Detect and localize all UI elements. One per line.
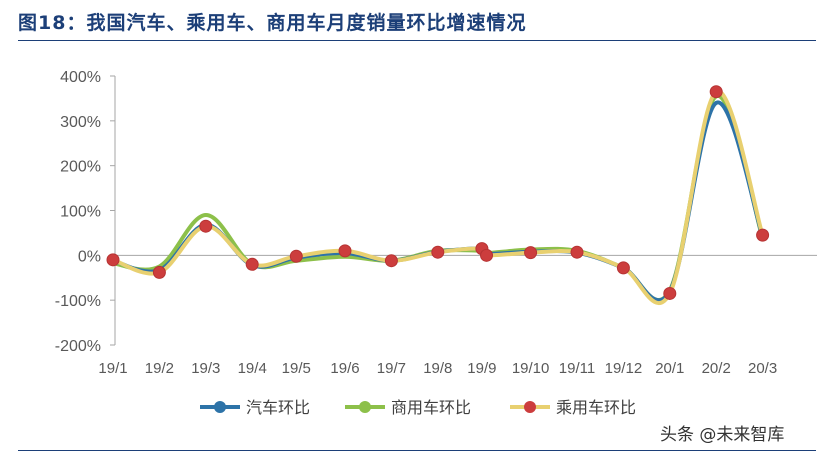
bottom-divider (18, 450, 816, 451)
x-tick-label: 19/3 (191, 360, 220, 377)
y-tick-label: 100% (60, 204, 101, 221)
data-point (384, 254, 398, 268)
title-divider (18, 40, 816, 41)
x-tick-label: 19/12 (605, 360, 643, 377)
x-tick-label: 19/9 (467, 360, 496, 377)
legend-swatch-marker (524, 401, 536, 413)
data-point (570, 245, 584, 259)
x-tick-label: 19/11 (559, 360, 595, 377)
legend-label: 乘用车环比 (556, 398, 636, 417)
legend-swatch-marker (214, 401, 226, 413)
y-tick-label: 300% (60, 114, 101, 131)
data-point (663, 286, 677, 300)
data-point (245, 257, 259, 271)
series-layer (106, 85, 770, 305)
data-point (106, 253, 120, 267)
chart-axes: 400% 300% 200% 100% 0% -100% -200% 19/1 19/2 19/3… (55, 69, 817, 377)
x-tick-label: 19/10 (512, 360, 550, 377)
data-point (152, 265, 166, 279)
x-tick-label: 19/1 (98, 360, 127, 377)
x-tick-label: 19/6 (330, 360, 359, 377)
data-point (338, 244, 352, 258)
x-tick-label: 20/2 (702, 360, 731, 377)
chart-legend: 汽车环比 商用车环比 乘用车环比 (200, 398, 636, 417)
x-tick-label: 19/2 (145, 360, 174, 377)
x-tick-label: 20/3 (748, 360, 777, 377)
legend-label: 商用车环比 (391, 398, 471, 417)
data-point (199, 219, 213, 233)
data-point (756, 228, 770, 242)
data-point (480, 248, 494, 262)
data-point (616, 261, 630, 275)
y-tick-label: -200% (55, 338, 101, 355)
data-point (431, 245, 445, 259)
x-tick-label: 19/4 (238, 360, 267, 377)
legend-swatch-marker (359, 401, 371, 413)
y-tick-label: 0% (78, 248, 101, 265)
y-tick-label: 200% (60, 159, 101, 176)
legend-label: 汽车环比 (246, 398, 310, 417)
x-tick-label: 19/5 (282, 360, 311, 377)
x-tick-label: 20/1 (655, 360, 684, 377)
x-tick-label: 19/8 (423, 360, 452, 377)
figure-title: 图18：我国汽车、乘用车、商用车月度销量环比增速情况 (18, 12, 527, 34)
y-tick-label: -100% (55, 293, 101, 310)
watermark-text: 头条 @未来智库 (660, 425, 785, 445)
series-line-1 (111, 94, 765, 302)
data-point (289, 249, 303, 263)
series-line-2 (111, 89, 765, 305)
data-point (709, 85, 723, 99)
y-tick-label: 400% (60, 69, 101, 86)
series-line-0 (111, 100, 765, 303)
data-point (524, 246, 538, 260)
x-tick-label: 19/7 (377, 360, 406, 377)
